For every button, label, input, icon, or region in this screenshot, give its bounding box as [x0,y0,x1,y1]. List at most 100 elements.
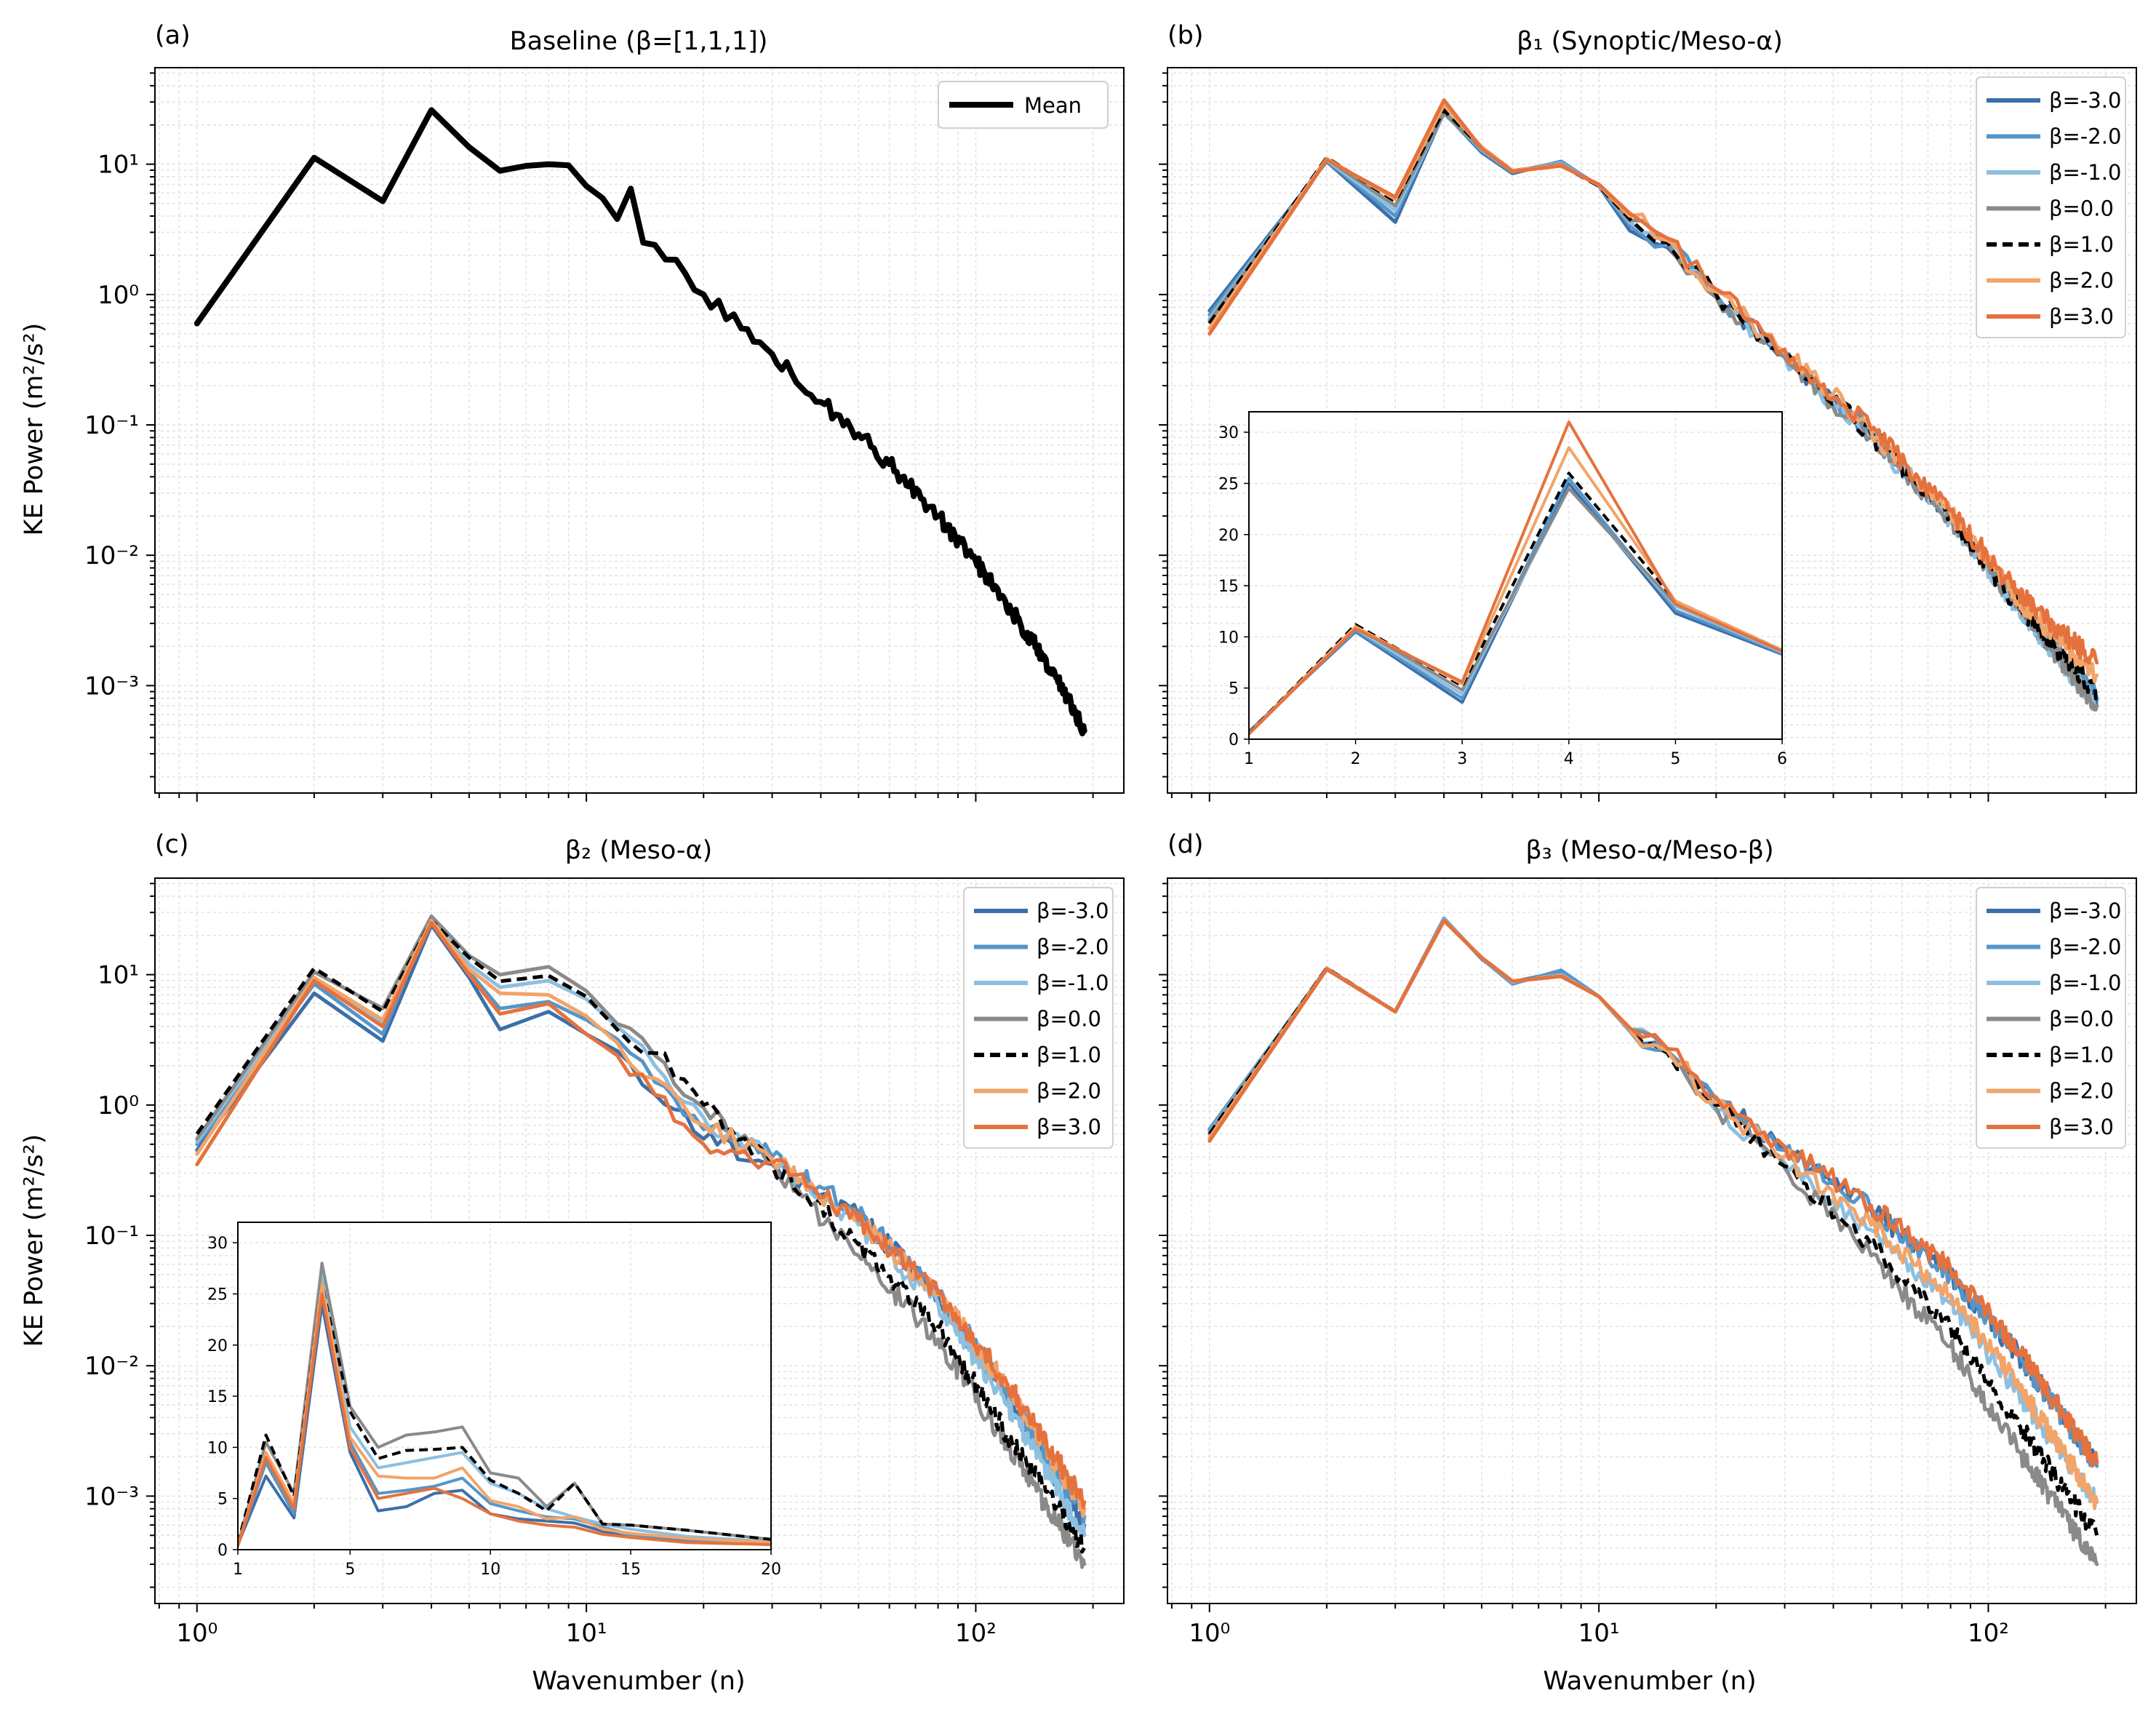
legend-label: β=1.0 [2049,232,2114,257]
x-tick-label: 10¹ [566,1619,607,1648]
panel-label-d: (d) [1167,830,1204,859]
panel-c: (c) β₂ (Meso-α) KE Power (m²/s²) Wavenum… [20,830,1125,1696]
panel-d: (d) β₃ (Meso-α/Meso-β) Wavenumber (n) 10… [1159,830,2137,1696]
legend-label: β=0.0 [2049,1007,2114,1032]
legend-box [938,81,1109,129]
legend-box [1976,887,2126,1149]
y-tick-label: 10¹ [97,961,139,990]
inset-x-tick-label: 1 [1244,750,1254,768]
y-tick-label: 10¹ [97,151,139,180]
inset-y-tick-label: 0 [1229,731,1239,749]
inset-y-tick-label: 25 [207,1286,228,1304]
inset-x-tick-label: 15 [620,1561,641,1579]
legend-label: β=3.0 [1037,1115,1101,1139]
inset-y-tick-label: 20 [1218,527,1239,545]
series-group [1207,98,2099,712]
y-tick-label: 10⁰ [97,1091,139,1120]
legend-label: Mean [1024,93,1082,118]
y-axis-label-c: KE Power (m²/s²) [20,1134,49,1347]
inset-x-tick-label: 5 [1670,750,1680,768]
panel-label-b: (b) [1167,21,1204,50]
legend-label: β=3.0 [2049,1115,2114,1139]
ticks [1159,883,2107,1612]
panel-a: (a) Baseline (β=[1,1,1]) KE Power (m²/s²… [20,21,1125,802]
inset-frame [1248,411,1783,740]
series-line-β=0.0 [1207,918,2099,1566]
legend-label: β=2.0 [1037,1079,1101,1104]
series-line-β=3.0 [1207,918,2099,1468]
series-line-β=1.0 [195,918,1086,1554]
inset-x-tick-label: 20 [761,1561,781,1579]
inset-x-tick-label: 2 [1351,750,1361,768]
inset-y-tick-label: 10 [207,1439,228,1457]
inset-y-tick-label: 5 [217,1491,228,1509]
inset-frame [237,1222,772,1550]
legend-label: β=-3.0 [2049,899,2121,923]
series-line-Mean [193,107,1087,737]
inset-series-group [238,1262,771,1547]
y-tick-label: 10⁰ [97,281,139,310]
inset-y-tick-label: 15 [207,1388,228,1406]
legend-label: β=-1.0 [1037,971,1109,995]
legend-label: β=0.0 [2049,196,2114,221]
panel-title-a: Baseline (β=[1,1,1]) [510,27,768,56]
inset-background [238,1222,771,1550]
legend-label: β=2.0 [2049,268,2114,293]
inset-y-tick-label: 30 [1218,424,1239,442]
y-axis-label-a: KE Power (m²/s²) [20,323,49,536]
grid [155,68,1124,793]
y-tick-label: 10⁻³ [84,1482,139,1511]
inset-y-tick-label: 30 [207,1235,228,1253]
inset-background [1249,412,1782,739]
inset-x-tick-label: 1 [233,1561,243,1579]
x-axis-label-d: Wavenumber (n) [1543,1667,1756,1696]
ticks [1159,72,2107,802]
legend-label: β=1.0 [2049,1043,2114,1067]
inset-y-tick-label: 25 [1218,475,1239,493]
inset-y-tick-label: 5 [1229,680,1239,698]
y-tick-label: 10⁻¹ [84,1222,139,1251]
series-group [195,915,1087,1569]
legend-label: β=-1.0 [2049,160,2121,185]
legend-label: β=-1.0 [2049,971,2121,995]
x-axis-label-c: Wavenumber (n) [532,1667,745,1696]
panel-title-c: β₂ (Meso-α) [565,836,713,865]
inset-y-tick-label: 10 [1218,629,1239,647]
series-group [193,107,1087,737]
inset-x-tick-label: 10 [480,1561,500,1579]
x-tick-label: 10² [1968,1619,2009,1648]
ticks [146,883,1094,1612]
legend-label: β=2.0 [2049,1079,2114,1104]
inset-y-tick-label: 0 [217,1542,228,1560]
inset-x-tick-label: 3 [1457,750,1467,768]
y-tick-label: 10⁻² [84,541,139,570]
x-tick-label: 10⁰ [1189,1619,1230,1648]
grid [1167,878,2136,1604]
y-tick-label: 10⁻³ [84,672,139,701]
x-tick-label: 10¹ [1578,1619,1620,1648]
inset-x-tick-label: 5 [345,1561,355,1579]
legend-label: β=0.0 [1037,1007,1101,1032]
inset-x-tick-label: 6 [1777,750,1787,768]
ticks [146,72,1094,802]
legend-label: β=3.0 [2049,304,2114,329]
panel-label-c: (c) [155,830,189,859]
inset-y-tick-label: 15 [1218,578,1239,596]
series-line-β=0.0 [195,915,1087,1569]
y-tick-label: 10⁻¹ [84,411,139,440]
legend-label: β=-2.0 [2049,935,2121,960]
y-tick-label: 10⁻² [84,1352,139,1381]
legend-label: β=1.0 [1037,1043,1101,1067]
series-line-β=3.0 [1207,98,2099,665]
panel-title-d: β₃ (Meso-α/Meso-β) [1525,836,1773,865]
panel-title-b: β₁ (Synoptic/Meso-α) [1517,27,1783,56]
legend-label: β=-2.0 [1037,935,1109,960]
inset-series-line-β=3.0 [238,1292,771,1547]
inset-y-tick-label: 20 [207,1337,228,1355]
x-tick-label: 10² [955,1619,997,1648]
panel-label-a: (a) [155,21,191,50]
inset-x-tick-label: 4 [1564,750,1574,768]
legend-label: β=-2.0 [2049,124,2121,149]
series-line-β=2.0 [1207,918,2099,1510]
